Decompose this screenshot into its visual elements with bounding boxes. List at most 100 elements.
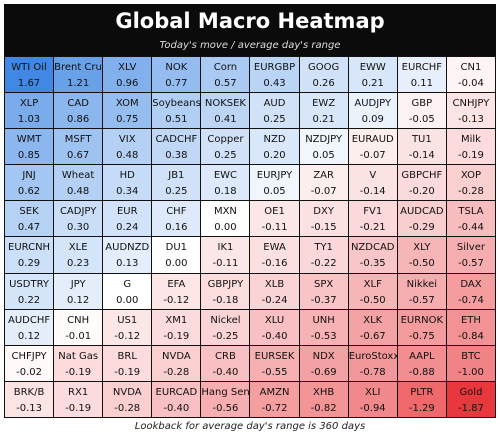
cell-value: 0.11	[410, 78, 433, 89]
cell-value: -1.87	[458, 402, 484, 414]
cell-value: -0.40	[163, 402, 190, 414]
heatmap-cell: NDX -0.69	[299, 345, 348, 381]
heatmap-cell: DXY -0.15	[299, 201, 348, 237]
heatmap-cell: TSLA -0.44	[446, 201, 495, 237]
cell-value: -0.69	[310, 366, 337, 378]
heatmap-cell: GBP -0.05	[397, 93, 446, 129]
cell-value: 0.29	[17, 258, 41, 270]
cell-value: 0.13	[116, 258, 139, 270]
cell-value: -0.25	[212, 330, 239, 342]
cell-label: XLY	[413, 242, 431, 254]
heatmap-cell: CN1 -0.04	[446, 57, 495, 93]
cell-label: DU1	[165, 242, 188, 254]
heatmap-cell: XOP -0.28	[446, 165, 495, 201]
heatmap-cell: XM1 -0.19	[152, 309, 201, 345]
heatmap-cell: EUR 0.24	[103, 201, 152, 237]
cell-label: EURCHF	[401, 62, 443, 73]
cell-label: XLF	[363, 278, 382, 290]
cell-value: -0.40	[261, 330, 288, 342]
cell-label: NVDA	[112, 386, 142, 398]
heatmap-cell: V -0.14	[348, 165, 397, 201]
heatmap-cell: CNHJPY -0.13	[446, 93, 495, 129]
cell-value: -0.74	[458, 294, 484, 306]
cell-value: -0.01	[65, 330, 92, 342]
cell-label: V	[369, 170, 377, 182]
cell-value: 0.05	[312, 150, 335, 162]
cell-label: AMZN	[259, 386, 290, 398]
cell-value: -0.55	[261, 366, 288, 378]
cell-label: VIX	[118, 134, 136, 146]
cell-value: 0.86	[67, 114, 90, 126]
heatmap-cell: Hang Seng -0.56	[201, 381, 256, 417]
heatmap-cell: SEK 0.47	[5, 201, 54, 237]
cell-value: -0.44	[458, 222, 484, 234]
cell-label: Soybeans	[152, 98, 201, 110]
cell-value: 0.24	[116, 222, 139, 234]
cell-label: XLK	[363, 314, 383, 326]
cell-value: -0.29	[408, 222, 435, 234]
cell-value: -0.19	[114, 366, 141, 378]
cell-label: AUD	[263, 98, 286, 110]
cell-label: NOK	[165, 62, 188, 73]
cell-value: -0.07	[310, 186, 337, 198]
heatmap-cell: CADJPY 0.30	[54, 201, 103, 237]
cell-label: EWA	[263, 242, 286, 254]
heatmap-cell: BRL -0.19	[103, 345, 152, 381]
cell-value: -0.19	[65, 402, 92, 414]
cell-label: MSFT	[64, 134, 92, 146]
cell-value: -0.14	[408, 150, 435, 162]
cell-label: IK1	[217, 242, 234, 254]
cell-label: BRK/B	[13, 386, 45, 398]
heatmap-cell: CAD 0.86	[54, 93, 103, 129]
cell-label: XLP	[19, 98, 39, 110]
cell-label: NZDCAD	[350, 242, 395, 254]
heatmap-cell: EWZ 0.21	[299, 93, 348, 129]
cell-value: 0.22	[17, 294, 41, 306]
cell-value: -0.04	[458, 78, 484, 89]
cell-label: EWZ	[312, 98, 336, 110]
heatmap-cell: XLF -0.50	[348, 273, 397, 309]
cell-value: 0.20	[263, 150, 286, 162]
cell-label: XHB	[313, 386, 335, 398]
heatmap-cell: BRK/B -0.13	[5, 381, 54, 417]
heatmap-cell: GOOG 0.26	[299, 57, 348, 93]
cell-value: 0.25	[263, 114, 286, 126]
heatmap-cell: Gold -1.87	[446, 381, 495, 417]
cell-label: US1	[117, 314, 138, 326]
subtitle: Today's move / average day's range	[159, 40, 341, 51]
heatmap-cell: Milk -0.19	[446, 129, 495, 165]
heatmap-cell: CHF 0.16	[152, 201, 201, 237]
cell-label: Gold	[459, 386, 483, 398]
cell-label: ZAR	[313, 170, 334, 182]
cell-label: EURJPY	[256, 170, 293, 182]
cell-label: CNHJPY	[452, 98, 490, 110]
cell-label: EURNOK	[400, 314, 444, 326]
cell-label: FV1	[363, 206, 383, 218]
cell-value: 0.21	[361, 78, 384, 89]
heatmap-cell: CRB -0.40	[201, 345, 250, 381]
heatmap-cell: MXN 0.00	[201, 201, 250, 237]
cell-value: 0.21	[312, 114, 335, 126]
cell-value: 0.05	[263, 186, 286, 198]
cell-value: 0.09	[361, 114, 384, 126]
heatmap-cell: Brent Crude 1.21	[54, 57, 114, 93]
cell-value: -0.67	[359, 330, 386, 342]
cell-label: G	[123, 278, 132, 290]
footnote: Lookback for average day's range is 360 …	[134, 421, 366, 432]
cell-value: -0.11	[261, 222, 288, 234]
cell-value: -0.12	[114, 330, 141, 342]
cell-label: TU1	[411, 134, 432, 146]
cell-value: 0.25	[165, 186, 188, 198]
cell-value: -0.13	[458, 114, 484, 126]
cell-value: 0.47	[17, 222, 41, 234]
heatmap-cell: TY1 -0.22	[299, 237, 348, 273]
heatmap-cell: JB1 0.25	[152, 165, 201, 201]
heatmap-cell: WTI Oil 1.67	[5, 57, 54, 93]
cell-label: ETH	[460, 314, 481, 326]
cell-label: NVDA	[162, 350, 191, 362]
cell-label: RX1	[68, 386, 89, 398]
cell-label: Silver	[456, 242, 485, 254]
cell-value: -0.22	[310, 258, 337, 270]
cell-value: -0.56	[212, 402, 239, 414]
